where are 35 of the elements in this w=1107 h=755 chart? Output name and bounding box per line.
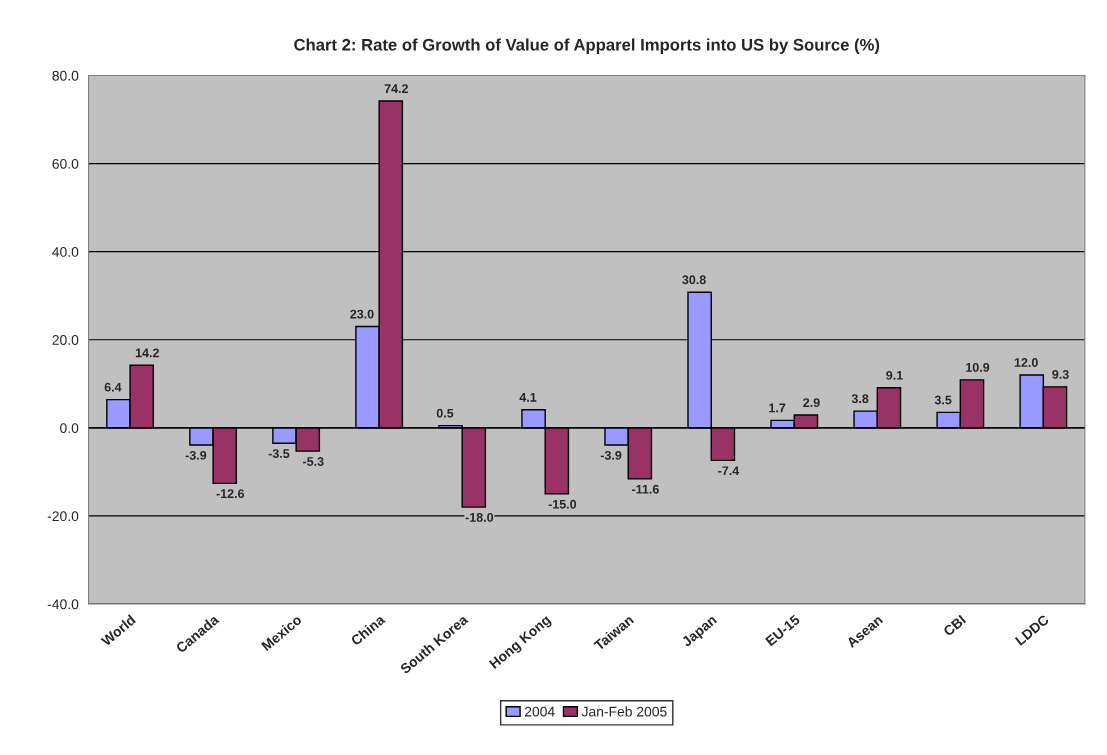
y-tick-label: 80.0 bbox=[52, 70, 79, 81]
legend-label: Jan-Feb 2005 bbox=[581, 706, 667, 717]
data-label: -3.9 bbox=[600, 450, 622, 460]
data-label: 10.9 bbox=[966, 362, 990, 372]
data-label: 9.3 bbox=[1052, 370, 1069, 379]
x-tick-label: CBI bbox=[942, 614, 967, 637]
data-label: 12.0 bbox=[1014, 358, 1038, 367]
data-label: 9.1 bbox=[886, 370, 903, 380]
data-label: -12.6 bbox=[216, 489, 245, 499]
data-label: 14.2 bbox=[135, 348, 159, 358]
data-label: -15.0 bbox=[548, 499, 577, 509]
data-label: 2.9 bbox=[803, 398, 820, 408]
data-label: -7.4 bbox=[718, 466, 740, 476]
y-tick-label: -40.0 bbox=[47, 599, 79, 610]
data-label: 74.2 bbox=[384, 84, 408, 93]
data-label: 6.4 bbox=[104, 382, 122, 392]
data-label: 3.8 bbox=[851, 394, 869, 404]
y-tick-label: 40.0 bbox=[52, 247, 79, 257]
y-tick-label: 20.0 bbox=[52, 335, 79, 345]
legend-label: 2004 bbox=[524, 706, 555, 717]
y-tick-label: 0.0 bbox=[60, 423, 79, 433]
y-tick-label: -20.0 bbox=[47, 511, 79, 522]
data-label: 4.1 bbox=[519, 393, 537, 402]
data-label: 0.5 bbox=[436, 408, 454, 418]
data-label: -11.6 bbox=[631, 484, 659, 494]
data-label: -18.0 bbox=[465, 512, 494, 522]
y-tick-label: 60.0 bbox=[52, 158, 79, 169]
data-label: 23.0 bbox=[350, 309, 374, 319]
data-label: -3.9 bbox=[185, 450, 207, 460]
data-label: 30.8 bbox=[682, 275, 706, 285]
data-label: -3.5 bbox=[268, 449, 290, 458]
data-label: -5.3 bbox=[303, 457, 324, 466]
data-label: 3.5 bbox=[934, 395, 952, 405]
chart-title: Chart 2: Rate of Growth of Value of Apparel Imports into US by Source (%) bbox=[294, 38, 880, 54]
data-label: 1.7 bbox=[769, 403, 786, 413]
